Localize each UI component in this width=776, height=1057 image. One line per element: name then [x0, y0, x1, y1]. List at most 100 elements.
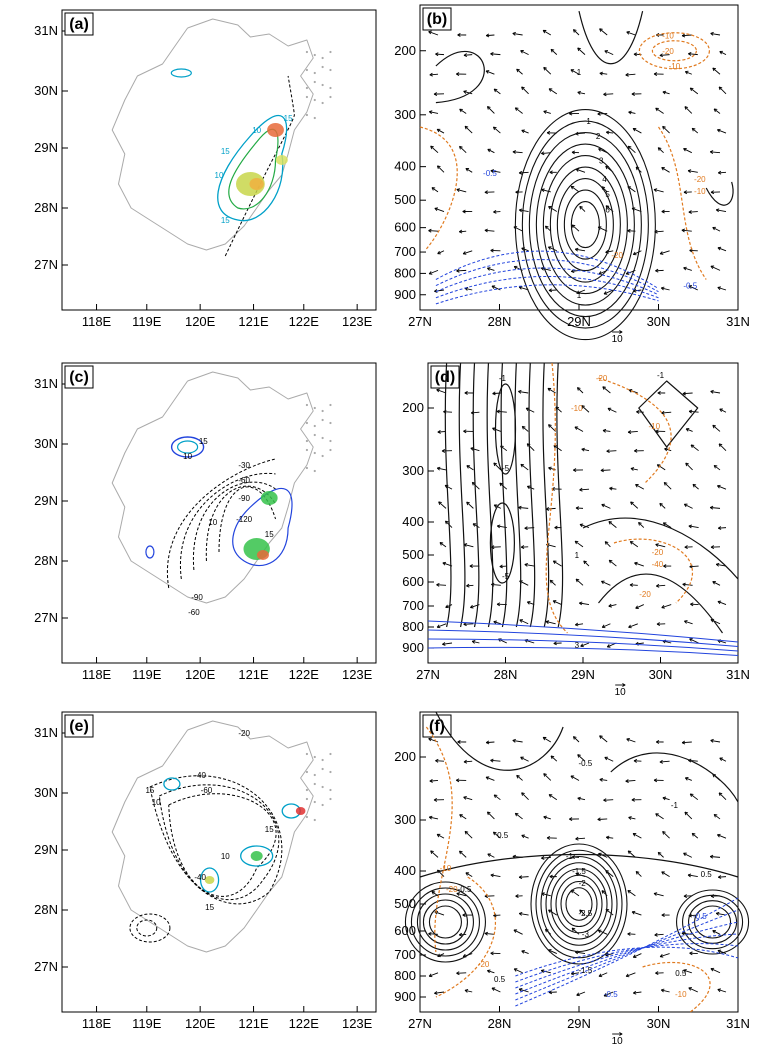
contour-label: -20: [611, 251, 623, 260]
wind-vector: [466, 583, 474, 588]
wind-vector: [604, 541, 611, 548]
wind-vector: [520, 463, 529, 471]
contour-label: 3: [599, 157, 604, 166]
wind-vector: [612, 330, 623, 334]
wind-vector: [456, 72, 467, 76]
lat-tick-label: 30N: [649, 667, 673, 682]
precip-shading: [250, 851, 263, 861]
wind-vector: [662, 830, 670, 839]
black-contour: [542, 155, 628, 295]
map-panel-c: 31N 30N 29N 28N 27N 118E 119E 120E 121E 122E 123E (…: [34, 362, 377, 682]
wind-vector: [465, 872, 473, 877]
lat-tick-label: 31N: [726, 314, 750, 329]
precip-shading: [204, 876, 215, 884]
black-contour: [528, 362, 536, 628]
contour-label: -60: [238, 476, 250, 485]
black-contour: [638, 380, 699, 448]
wind-vector: [632, 833, 642, 839]
blue-contour: [170, 436, 205, 458]
contour-label: 15: [145, 786, 154, 795]
wind-vector: [541, 151, 551, 156]
wind-vector: [521, 834, 529, 839]
wind-vector: [469, 564, 480, 568]
wind-vector: [715, 208, 727, 213]
lat-tick-label: 28N: [494, 667, 518, 682]
wind-vector: [513, 968, 523, 974]
wind-vector: [660, 988, 670, 993]
wind-vector: [627, 145, 636, 154]
wind-vector: [575, 506, 584, 511]
lat-tick-label: 29N: [571, 667, 595, 682]
wind-vector: [681, 740, 692, 745]
pressure-tick-label: 700: [394, 244, 416, 259]
wind-vector: [663, 564, 672, 569]
cyan-contour: [177, 440, 199, 454]
wind-vector: [606, 449, 617, 454]
black-contour: [416, 893, 474, 951]
contour-label: -90: [191, 593, 203, 602]
wind-vector: [710, 265, 721, 271]
wind-vector: [462, 913, 473, 917]
wind-vector: [574, 426, 584, 432]
contour-label: 15: [199, 437, 208, 446]
lat-tick-label: 30N: [34, 785, 58, 800]
wind-vector: [683, 503, 693, 509]
wind-vector: [576, 991, 586, 997]
contour-label: -10: [571, 404, 583, 413]
wind-vector: [662, 90, 670, 95]
pressure-tick-label: 200: [394, 43, 416, 58]
wind-vector: [518, 912, 529, 916]
island-dot: [305, 752, 309, 756]
orange-contour: [598, 377, 672, 484]
black-contour: [682, 894, 744, 950]
island-dot: [329, 50, 332, 54]
wind-vector: [688, 52, 698, 56]
contour-label: 0.5: [497, 831, 509, 840]
lon-tick-label: 119E: [132, 1016, 162, 1031]
black-contour: [535, 143, 635, 306]
wind-vector: [471, 639, 480, 644]
black-contour: [582, 517, 739, 580]
island-dot: [321, 436, 324, 440]
panel-label: (f): [429, 718, 445, 735]
map-frame: [61, 362, 377, 664]
province-outline: [111, 371, 314, 604]
wind-vector: [515, 894, 523, 898]
contour-label: -5: [502, 464, 510, 473]
orange-contour: [613, 538, 693, 604]
wind-vector: [464, 125, 473, 134]
black-dashed-contour: [166, 458, 276, 589]
lat-tick-label: 31N: [726, 1016, 750, 1031]
island-dot: [321, 758, 324, 762]
contour-label: 15: [265, 825, 274, 834]
wind-vector: [655, 813, 664, 820]
wind-vector: [436, 388, 447, 394]
wind-vector: [655, 107, 664, 114]
wind-vector: [549, 874, 557, 879]
panel-label: (c): [69, 369, 89, 386]
wind-vector: [626, 737, 636, 743]
wind-vector: [713, 464, 721, 471]
wind-vector: [484, 190, 495, 195]
wind-vector: [710, 190, 721, 195]
wind-vector: [486, 106, 495, 114]
contour-label: 0.5: [675, 969, 687, 978]
lat-tick-label: 29N: [34, 493, 58, 508]
wind-vector: [579, 909, 586, 916]
wind-vector: [661, 209, 670, 214]
wind-vector: [487, 148, 495, 154]
wind-vector: [499, 564, 507, 569]
wind-vector: [661, 167, 670, 173]
island-dot: [313, 773, 316, 777]
island-dot: [305, 448, 309, 452]
island-dot: [313, 433, 316, 437]
wind-vector: [661, 871, 670, 878]
pressure-tick-label: 500: [394, 896, 416, 911]
lon-tick-label: 122E: [289, 1016, 320, 1031]
wind-vector: [493, 794, 501, 801]
wind-vector: [688, 409, 699, 414]
wind-vector: [627, 890, 636, 897]
wind-vector: [691, 127, 699, 134]
wind-vector: [548, 88, 558, 95]
wind-vector: [719, 757, 727, 762]
